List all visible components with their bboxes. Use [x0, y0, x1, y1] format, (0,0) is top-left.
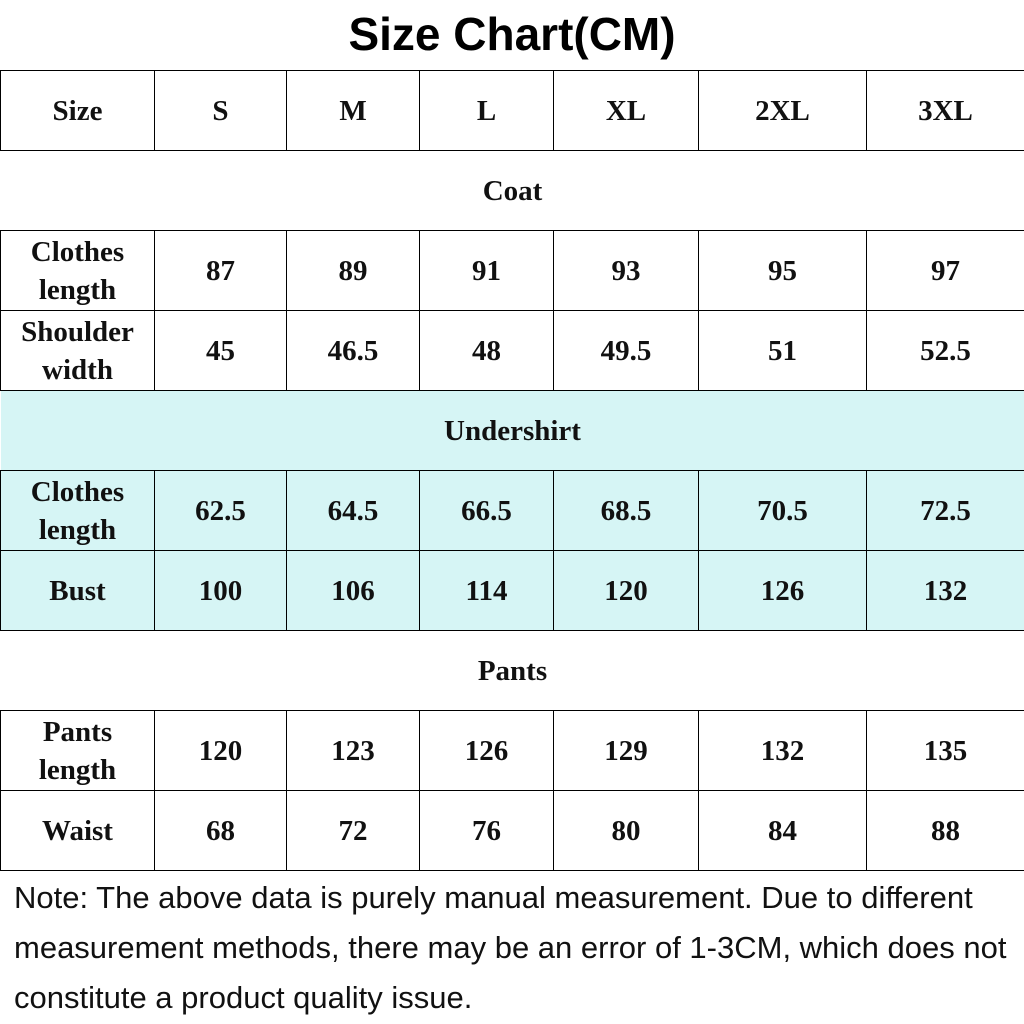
value-cell: 132 [866, 550, 1024, 631]
value-cell: 76 [419, 790, 554, 871]
value-cell: 89 [286, 230, 420, 311]
value-cell: 68.5 [553, 470, 699, 551]
value-cell: 93 [553, 230, 699, 311]
data-row: Bust 100 106 114 120 126 132 [0, 550, 1024, 631]
value-cell: 106 [286, 550, 420, 631]
value-cell: 132 [698, 710, 867, 791]
value-cell: 46.5 [286, 310, 420, 391]
value-cell: 68 [154, 790, 287, 871]
value-cell: 100 [154, 550, 287, 631]
header-cell: S [154, 70, 287, 151]
value-cell: 45 [154, 310, 287, 391]
note: Note: The above data is purely manual me… [14, 880, 1007, 1015]
row-label: Bust [0, 550, 155, 631]
value-cell: 72.5 [866, 470, 1024, 551]
header-cell: Size [0, 70, 155, 151]
value-cell: 135 [866, 710, 1024, 791]
data-row: Pants length 120 123 126 129 132 135 [0, 710, 1024, 791]
row-label: Clothes length [0, 470, 155, 551]
value-cell: 95 [698, 230, 867, 311]
value-cell: 97 [866, 230, 1024, 311]
section-title: Pants [0, 630, 1024, 711]
value-cell: 126 [419, 710, 554, 791]
section-row: Pants [0, 630, 1024, 711]
value-cell: 64.5 [286, 470, 420, 551]
section-title: Undershirt [0, 390, 1024, 471]
header-cell: M [286, 70, 420, 151]
value-cell: 52.5 [866, 310, 1024, 391]
value-cell: 87 [154, 230, 287, 311]
value-cell: 48 [419, 310, 554, 391]
header-cell: L [419, 70, 554, 151]
row-label: Waist [0, 790, 155, 871]
row-label: Pants length [0, 710, 155, 791]
section-row: Undershirt [0, 390, 1024, 471]
header-cell: XL [553, 70, 699, 151]
value-cell: 123 [286, 710, 420, 791]
size-table: Size S M L XL 2XL 3XL Coat Clothes length 87 89 91 9… [0, 70, 1024, 871]
header-cell: 3XL [866, 70, 1024, 151]
row-label: Clothes length [0, 230, 155, 311]
value-cell: 51 [698, 310, 867, 391]
section-title: Coat [0, 150, 1024, 231]
data-row: Clothes length 62.5 64.5 66.5 68.5 70.5 72.5 [0, 470, 1024, 551]
value-cell: 80 [553, 790, 699, 871]
value-cell: 62.5 [154, 470, 287, 551]
header-row: Size S M L XL 2XL 3XL [0, 70, 1024, 151]
table-body: Size S M L XL 2XL 3XL Coat Clothes length 87 89 91 9… [0, 70, 1024, 871]
value-cell: 88 [866, 790, 1024, 871]
data-row: Waist 68 72 76 80 84 88 [0, 790, 1024, 871]
value-cell: 126 [698, 550, 867, 631]
value-cell: 70.5 [698, 470, 867, 551]
title: Size Chart(CM) [348, 8, 676, 60]
data-row: Shoulder width 45 46.5 48 49.5 51 52.5 [0, 310, 1024, 391]
value-cell: 84 [698, 790, 867, 871]
value-cell: 49.5 [553, 310, 699, 391]
row-label: Shoulder width [0, 310, 155, 391]
value-cell: 66.5 [419, 470, 554, 551]
value-cell: 72 [286, 790, 420, 871]
value-cell: 114 [419, 550, 554, 631]
value-cell: 129 [553, 710, 699, 791]
header-cell: 2XL [698, 70, 867, 151]
value-cell: 120 [154, 710, 287, 791]
section-row: Coat [0, 150, 1024, 231]
value-cell: 120 [553, 550, 699, 631]
data-row: Clothes length 87 89 91 93 95 97 [0, 230, 1024, 311]
value-cell: 91 [419, 230, 554, 311]
